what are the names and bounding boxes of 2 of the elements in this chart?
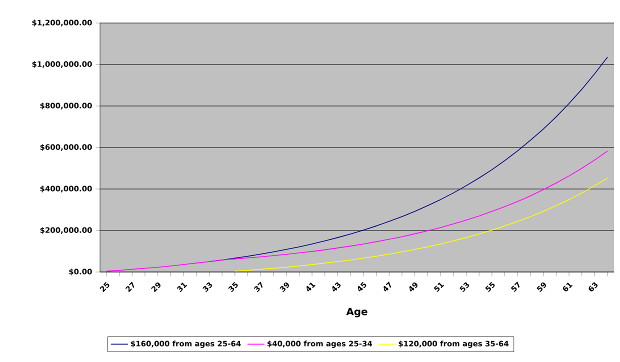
line-series: [106, 150, 608, 272]
x-axis-title: Age: [346, 308, 368, 318]
